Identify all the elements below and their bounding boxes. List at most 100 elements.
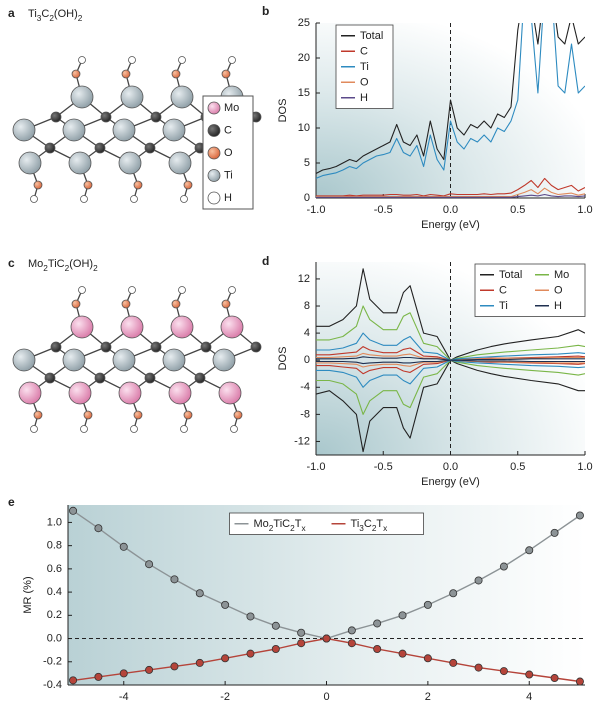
atom bbox=[70, 315, 94, 339]
panel-label: b bbox=[262, 4, 269, 18]
glyph: T bbox=[295, 518, 302, 530]
series-line bbox=[316, 352, 585, 361]
atom bbox=[171, 69, 181, 79]
glyph: 2 bbox=[49, 14, 54, 23]
series-line bbox=[316, 305, 585, 361]
atom bbox=[80, 195, 88, 203]
glyph: i bbox=[366, 61, 368, 73]
series-line bbox=[316, 359, 585, 453]
glyph: O bbox=[554, 284, 563, 296]
marker bbox=[423, 654, 432, 663]
marker bbox=[550, 528, 559, 537]
glyph: T bbox=[28, 8, 35, 20]
marker bbox=[575, 511, 584, 520]
glyph: a bbox=[514, 269, 521, 281]
glyph: C bbox=[57, 258, 65, 270]
glyph: 2 bbox=[65, 264, 70, 273]
legend-label: H bbox=[224, 192, 232, 204]
legend-label: H bbox=[554, 300, 562, 312]
atom bbox=[30, 425, 38, 433]
atom bbox=[121, 299, 131, 309]
marker bbox=[69, 506, 78, 515]
y-tick-label: -8 bbox=[300, 408, 310, 420]
glyph: i bbox=[505, 300, 507, 312]
glyph: l bbox=[381, 30, 383, 42]
y-tick-label: 25 bbox=[298, 17, 310, 29]
marker bbox=[170, 575, 179, 584]
atom bbox=[150, 341, 162, 353]
marker bbox=[69, 676, 78, 685]
atom bbox=[180, 195, 188, 203]
glyph: 2 bbox=[372, 523, 377, 532]
x-tick-label: -1.0 bbox=[307, 461, 326, 473]
glyph: ( bbox=[54, 8, 58, 20]
y-axis-label: DOS bbox=[277, 99, 289, 123]
marker bbox=[347, 639, 356, 648]
glyph: 3 bbox=[359, 523, 364, 532]
marker bbox=[195, 589, 204, 598]
marker bbox=[550, 674, 559, 683]
y-tick-label: 20 bbox=[298, 52, 310, 64]
marker bbox=[297, 639, 306, 648]
x-tick-label: -0.5 bbox=[374, 461, 393, 473]
panel-label: c bbox=[8, 256, 15, 270]
glyph: C bbox=[360, 45, 368, 57]
marker bbox=[271, 645, 280, 654]
atom bbox=[30, 195, 38, 203]
glyph: H bbox=[554, 300, 562, 312]
glyph: H bbox=[66, 8, 74, 20]
legend-label: Ti bbox=[360, 61, 369, 73]
y-tick-label: -4 bbox=[300, 381, 310, 393]
legend-atom bbox=[207, 169, 221, 182]
glyph: T bbox=[360, 30, 367, 42]
x-tick-label: -4 bbox=[119, 691, 129, 703]
atom bbox=[118, 381, 142, 405]
atom bbox=[168, 381, 192, 405]
glyph: ( bbox=[69, 258, 73, 270]
glyph: C bbox=[364, 518, 372, 530]
atom bbox=[178, 286, 186, 294]
panel-label: d bbox=[262, 254, 269, 268]
marker bbox=[499, 562, 508, 571]
legend-label: Total bbox=[360, 30, 383, 42]
glyph: T bbox=[351, 518, 358, 530]
series-line bbox=[316, 359, 585, 365]
atom bbox=[128, 286, 136, 294]
glyph: C bbox=[499, 284, 507, 296]
glyph: T bbox=[499, 269, 506, 281]
marker bbox=[525, 670, 534, 679]
y-tick-label: 12 bbox=[298, 273, 310, 285]
atom bbox=[83, 180, 93, 190]
atom bbox=[118, 151, 142, 175]
atom bbox=[183, 410, 193, 420]
y-tick-label: 0.2 bbox=[47, 609, 62, 621]
atom bbox=[70, 85, 94, 109]
atom bbox=[62, 348, 86, 372]
x-tick-label: 0 bbox=[323, 691, 329, 703]
y-tick-label: 1.0 bbox=[47, 516, 62, 528]
x-tick-label: 0.0 bbox=[443, 204, 458, 216]
marker bbox=[119, 669, 128, 678]
x-tick-label: 2 bbox=[425, 691, 431, 703]
atom bbox=[68, 151, 92, 175]
series-line bbox=[316, 23, 585, 179]
marker bbox=[94, 672, 103, 681]
x-tick-label: 0.0 bbox=[443, 461, 458, 473]
x-axis-label: Energy (eV) bbox=[421, 219, 480, 231]
atom bbox=[112, 348, 136, 372]
x-axis-label: Energy (eV) bbox=[421, 476, 480, 488]
atom bbox=[171, 299, 181, 309]
y-tick-label: 0 bbox=[304, 192, 310, 204]
marker bbox=[246, 612, 255, 621]
panel-label: e bbox=[8, 495, 15, 509]
atom bbox=[94, 372, 106, 384]
x-tick-label: 4 bbox=[526, 691, 532, 703]
atom bbox=[71, 69, 81, 79]
glyph: T bbox=[499, 300, 506, 312]
legend-label: Mo2TiC2Tx bbox=[254, 518, 307, 533]
glyph: H bbox=[81, 258, 89, 270]
atom bbox=[80, 425, 88, 433]
glyph: 2 bbox=[93, 264, 98, 273]
glyph: T bbox=[48, 258, 55, 270]
glyph: 2 bbox=[269, 523, 274, 532]
